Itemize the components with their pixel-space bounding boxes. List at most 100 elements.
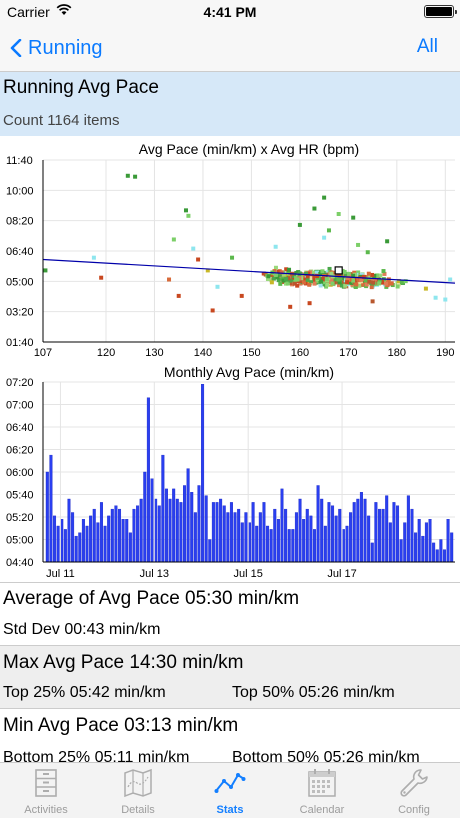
- tab-stats[interactable]: Stats: [184, 763, 276, 818]
- bar: [215, 502, 219, 563]
- top25-label: Top 25% 05:42 min/km: [3, 684, 166, 701]
- tab-calendar[interactable]: Calendar: [276, 763, 368, 818]
- bar: [136, 505, 140, 563]
- bar: [258, 512, 262, 563]
- scatter-point: [377, 278, 382, 283]
- navigation-bar: Running All: [0, 24, 460, 72]
- bar: [309, 515, 313, 563]
- carrier-label: Carrier: [7, 4, 50, 20]
- scatter-point: [308, 276, 313, 281]
- bar: [370, 542, 374, 563]
- scatter-point: [396, 278, 401, 283]
- bar: [399, 539, 403, 563]
- scatter-point: [288, 281, 293, 286]
- max-label: Max Avg Pace 14:30 min/km: [3, 652, 244, 673]
- scatter-point: [230, 255, 235, 260]
- monthly-pace-bar-chart[interactable]: Monthly Avg Pace (min/km) 07:20 07:00 06:40…: [0, 365, 460, 583]
- x-tick-label: Jul 13: [140, 568, 169, 580]
- scatter-point: [333, 277, 338, 282]
- min-label: Min Avg Pace 03:13 min/km: [3, 715, 239, 736]
- scatter-point: [337, 273, 342, 278]
- scatter-point: [276, 278, 281, 283]
- scatter-point: [286, 276, 291, 281]
- bar: [233, 512, 237, 563]
- scatter-point: [381, 269, 386, 274]
- stats-chart-icon: [214, 773, 246, 793]
- scatter-point: [403, 279, 408, 284]
- scatter-point: [343, 283, 348, 288]
- bar: [287, 529, 291, 563]
- tab-activities[interactable]: Activities: [0, 763, 92, 818]
- bar: [222, 505, 226, 563]
- scatter-point: [354, 282, 359, 287]
- bar: [432, 542, 436, 563]
- scatter-point: [315, 274, 320, 279]
- tab-details[interactable]: Details: [92, 763, 184, 818]
- scatter-point: [372, 273, 377, 278]
- bar: [356, 498, 360, 563]
- scatter-point: [337, 280, 342, 285]
- y-tick-label: 04:40: [6, 557, 34, 569]
- x-tick-label: Jul 15: [234, 568, 263, 580]
- bar: [334, 515, 338, 563]
- tab-config[interactable]: Config: [368, 763, 460, 818]
- scatter-point: [370, 272, 375, 277]
- x-tick-label: 150: [242, 347, 260, 359]
- scatter-point: [361, 274, 366, 279]
- scatter-point: [271, 276, 276, 281]
- bar: [96, 522, 100, 563]
- max-section: Max Avg Pace 14:30 min/km Top 25% 05:42 …: [0, 646, 460, 708]
- back-button-label: Running: [28, 36, 103, 59]
- all-button[interactable]: All: [416, 36, 438, 57]
- scatter-point: [423, 286, 428, 291]
- bar: [161, 454, 165, 563]
- scatter-point: [321, 277, 326, 282]
- scatter-point: [357, 278, 362, 283]
- bar: [146, 397, 150, 563]
- scatter-point: [275, 275, 280, 280]
- bar: [414, 532, 418, 563]
- scatter-point: [299, 278, 304, 283]
- scatter-point: [389, 281, 394, 286]
- count-label: Count 1164 items: [3, 112, 120, 129]
- scatter-point: [297, 222, 302, 227]
- scatter-point: [239, 293, 244, 298]
- scatter-point: [433, 295, 438, 300]
- scatter-point: [359, 272, 364, 277]
- pace-vs-hr-scatter-chart[interactable]: Avg Pace (min/km) x Avg HR (bpm) 11:40 10:…: [0, 137, 460, 361]
- scatter-point: [273, 272, 278, 277]
- bar: [312, 529, 316, 563]
- scatter-point: [337, 283, 342, 288]
- x-tick-label: 160: [291, 347, 309, 359]
- scatter-point: [345, 280, 350, 285]
- bar: [305, 508, 309, 563]
- y-tick-label: 05:00: [6, 535, 34, 547]
- wifi-icon: [56, 4, 72, 15]
- scatter-point: [396, 282, 401, 287]
- bar: [435, 549, 439, 563]
- bar: [439, 539, 443, 563]
- status-time: 4:41 PM: [203, 4, 257, 20]
- calendar-icon: [308, 769, 336, 797]
- x-tick-label: Jul 17: [327, 568, 356, 580]
- bar: [186, 468, 190, 563]
- scatter-point: [43, 268, 48, 273]
- back-button[interactable]: Running: [10, 34, 103, 62]
- bar: [56, 525, 60, 563]
- scatter-point: [351, 273, 356, 278]
- scatter-point: [291, 273, 296, 278]
- bar: [269, 529, 273, 563]
- bottom50-label: Bottom 50% 05:26 min/km: [232, 749, 420, 766]
- y-tick-label: 05:40: [6, 490, 34, 502]
- bar: [273, 508, 277, 563]
- scatter-point: [99, 275, 104, 280]
- bar: [316, 485, 320, 563]
- scatter-point: [395, 284, 400, 289]
- scatter-point: [329, 271, 334, 276]
- bar: [291, 529, 295, 563]
- scatter-point: [348, 280, 353, 285]
- wrench-icon: [400, 769, 428, 797]
- scatter-point: [339, 283, 344, 288]
- scatter-point: [302, 277, 307, 282]
- scatter-point: [325, 282, 330, 287]
